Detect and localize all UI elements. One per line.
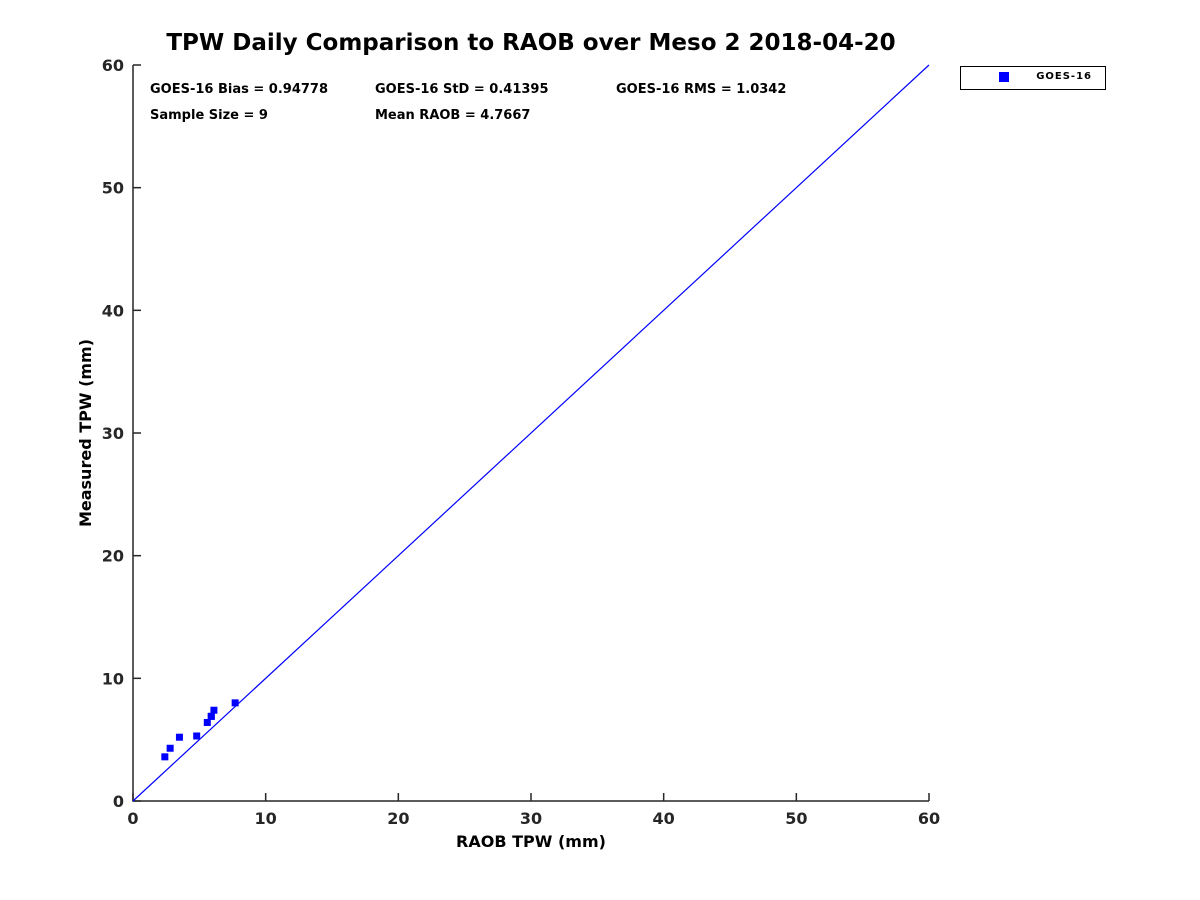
y-tick-label: 60 [102,56,124,75]
x-tick-label: 40 [653,809,675,828]
x-axis-label: RAOB TPW (mm) [456,832,606,851]
data-point-marker [161,753,169,761]
x-tick-label: 10 [255,809,277,828]
stat-bias: GOES-16 Bias = 0.94778 [150,82,329,97]
y-tick-label: 0 [113,792,124,811]
data-point-marker [166,744,174,752]
chart-title: TPW Daily Comparison to RAOB over Meso 2… [166,30,896,56]
data-point-marker [203,718,211,726]
y-tick-label: 50 [102,179,124,198]
legend-label: GOES-16 [1036,71,1092,82]
data-point-marker [207,712,215,720]
x-tick-label: 30 [520,809,542,828]
data-point-marker [175,733,183,741]
x-tick-label: 0 [127,809,138,828]
stat-mean-raob: Mean RAOB = 4.7667 [375,108,531,123]
data-point-marker [193,732,201,740]
y-axis-label: Measured TPW (mm) [76,339,95,527]
legend-marker-square-icon [999,72,1009,82]
y-tick-label: 10 [102,669,124,688]
y-tick-label: 20 [102,547,124,566]
stat-sample-size: Sample Size = 9 [150,108,268,123]
identity-line [132,64,930,802]
stat-std: GOES-16 StD = 0.41395 [375,82,549,97]
y-tick-label: 40 [102,301,124,320]
stat-rms: GOES-16 RMS = 1.0342 [616,82,787,97]
x-tick-label: 50 [785,809,807,828]
data-point-marker [210,706,218,714]
data-point-marker [231,699,239,707]
legend: GOES-16 [960,66,1106,90]
x-tick-label: 20 [387,809,409,828]
y-tick-label: 30 [102,424,124,443]
x-tick-label: 60 [918,809,940,828]
